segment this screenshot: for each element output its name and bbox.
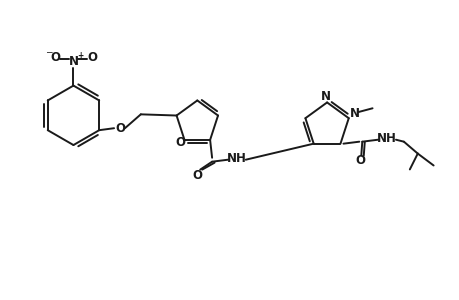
Text: +: + (77, 51, 84, 60)
Text: −: − (45, 47, 52, 56)
Text: O: O (115, 122, 125, 135)
Text: N: N (349, 107, 359, 120)
Text: O: O (354, 154, 364, 167)
Text: N: N (68, 55, 78, 68)
Text: O: O (192, 169, 202, 182)
Text: O: O (50, 51, 61, 64)
Text: O: O (87, 51, 97, 64)
Text: NH: NH (376, 132, 396, 145)
Text: NH: NH (226, 152, 246, 165)
Text: N: N (320, 90, 330, 103)
Text: O: O (175, 136, 185, 149)
